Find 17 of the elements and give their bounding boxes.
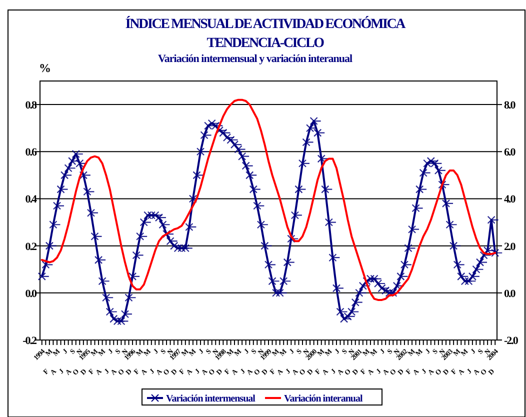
y2-tick-label: 4.0 — [504, 194, 516, 206]
chart-title: ÍNDICE MENSUAL DE ACTIVIDAD ECONÓMICA TENDENCIA-CICLO — [125, 15, 407, 51]
y2-tick-label: 8.0 — [504, 100, 516, 112]
y-tick-label: 0.4 — [25, 194, 38, 206]
y-tick-label: 0.0 — [25, 288, 38, 300]
y2-tick-label: 6.0 — [504, 146, 516, 159]
y-tick-label: 0.6 — [25, 146, 38, 159]
y2-tick-label: 2.0 — [504, 240, 516, 253]
y2-tick-label: 0.0 — [504, 288, 516, 300]
y-axis-title: % — [39, 61, 51, 75]
legend-label: Variación interanual — [284, 394, 363, 404]
legend-label: Variación intermensual — [166, 394, 256, 404]
y-tick-label: 0.2 — [25, 240, 38, 253]
y-tick-label: 0.8 — [25, 100, 38, 112]
y-tick-label: -0.2 — [22, 335, 38, 347]
y2-tick-label: -2.0 — [504, 335, 519, 347]
chart-subtitle: Variación intermensual y variación interanual — [158, 53, 352, 65]
